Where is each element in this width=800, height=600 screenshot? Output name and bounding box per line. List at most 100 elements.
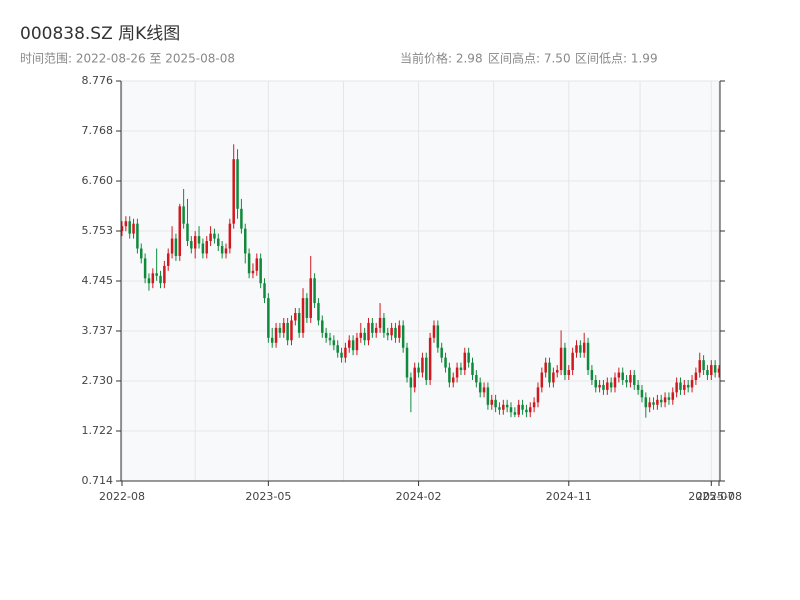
candle-body xyxy=(552,372,555,383)
candle-body xyxy=(675,382,678,393)
candle-body xyxy=(529,407,532,413)
candle-body xyxy=(120,226,124,232)
candle-body xyxy=(586,342,590,371)
candle-body xyxy=(525,409,528,413)
candle-body xyxy=(255,258,259,271)
candle-body xyxy=(124,221,128,227)
info-text: 当前价格: 2.98 xyxy=(400,51,483,66)
candle-body xyxy=(517,404,520,415)
candle-body xyxy=(690,379,694,388)
candle-body xyxy=(606,382,609,390)
candle-body xyxy=(475,375,478,383)
candle-body xyxy=(698,360,701,373)
y-tick-label: 3.737 xyxy=(82,324,114,337)
candle-body xyxy=(143,258,147,279)
candle-body xyxy=(386,332,390,336)
candle-body xyxy=(232,159,235,224)
candle-body xyxy=(390,327,393,336)
candle-body xyxy=(563,347,567,376)
candle-body xyxy=(513,412,517,415)
candle-body xyxy=(659,399,663,403)
x-tick-label: 2023-05 xyxy=(245,490,291,503)
candle-body xyxy=(278,327,282,333)
candle-body xyxy=(270,337,274,343)
candle-body xyxy=(613,377,617,388)
y-tick-label: 1.722 xyxy=(82,424,114,437)
info-text: 区间低点: 1.99 xyxy=(575,52,658,66)
candle-body xyxy=(713,365,717,373)
candle-body xyxy=(644,397,648,408)
candle-body xyxy=(151,273,155,284)
candle-body xyxy=(555,370,559,373)
candle-body xyxy=(163,265,166,284)
candle-body xyxy=(398,325,401,338)
candle-body xyxy=(282,322,286,333)
candle-body xyxy=(702,360,705,371)
candle-body xyxy=(671,392,675,400)
candle-body xyxy=(536,387,540,403)
candle-body xyxy=(425,357,428,380)
candle-body xyxy=(132,223,135,234)
candle-body xyxy=(710,365,713,376)
candle-body xyxy=(355,337,359,351)
candle-body xyxy=(667,397,671,400)
candle-body xyxy=(679,382,682,390)
candle-body xyxy=(205,241,208,254)
candle-body xyxy=(436,325,440,348)
candle-body xyxy=(633,375,636,385)
candle-body xyxy=(579,345,582,353)
candle-body xyxy=(305,298,309,318)
candle-body xyxy=(313,278,316,304)
candle-body xyxy=(128,221,131,234)
candle-body xyxy=(521,404,524,410)
candle-body xyxy=(617,372,621,378)
candle-body xyxy=(540,372,544,388)
candle-body xyxy=(267,298,270,338)
candle-body xyxy=(401,325,405,348)
y-tick-label: 6.760 xyxy=(82,174,114,187)
candle-body xyxy=(159,275,162,284)
candle-body xyxy=(663,397,667,403)
candle-body xyxy=(652,402,655,405)
candle-body xyxy=(147,278,151,284)
candle-body xyxy=(321,320,324,333)
candle-body xyxy=(359,332,363,338)
candle-body xyxy=(140,248,143,259)
candle-body xyxy=(602,384,605,390)
candle-body xyxy=(444,357,447,368)
candle-body xyxy=(209,233,212,242)
candle-body xyxy=(136,223,139,249)
candle-body xyxy=(471,362,474,376)
candle-body xyxy=(594,379,598,388)
candle-body xyxy=(301,298,305,333)
candle-body xyxy=(417,367,420,373)
candle-body xyxy=(432,325,436,338)
candle-body xyxy=(505,404,509,408)
candle-body xyxy=(382,317,386,333)
candle-body xyxy=(451,377,455,383)
candle-body xyxy=(683,384,686,390)
candle-body xyxy=(482,387,486,393)
y-tick-label: 7.768 xyxy=(82,124,114,137)
candle-body xyxy=(336,345,339,353)
candle-body xyxy=(629,375,632,383)
candle-body xyxy=(656,399,659,405)
candle-body xyxy=(621,372,624,380)
candle-body xyxy=(490,399,494,405)
candle-body xyxy=(186,223,189,242)
candle-body xyxy=(706,370,709,376)
axes: 0.714 1.722 2.730 3.737 4.745 5.753 6.760 7.768… xyxy=(82,74,742,503)
candle-body xyxy=(340,352,343,358)
candle-body xyxy=(259,258,262,284)
candle-body xyxy=(347,340,351,348)
candle-body xyxy=(694,372,698,380)
candle-body xyxy=(247,253,251,274)
candle-body xyxy=(317,303,320,321)
chart-title: 000838.SZ 周K线图 xyxy=(20,24,180,44)
candle-body xyxy=(286,322,289,341)
candle-body xyxy=(155,273,158,276)
candle-body xyxy=(243,228,247,254)
candles xyxy=(120,144,721,418)
y-tick-label: 0.714 xyxy=(82,474,114,487)
candle-body xyxy=(170,238,174,254)
